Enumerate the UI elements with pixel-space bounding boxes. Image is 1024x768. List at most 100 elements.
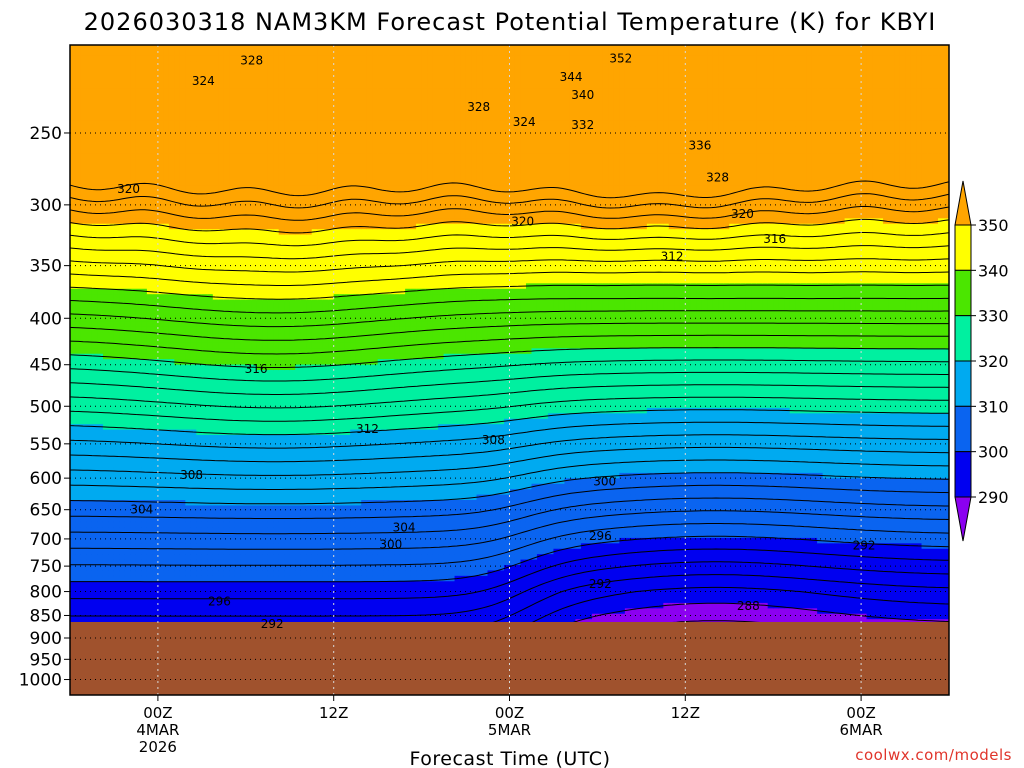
field-cell — [179, 196, 186, 203]
field-cell — [135, 153, 143, 160]
field-cell — [218, 424, 225, 431]
field-cell — [124, 218, 132, 225]
field-cell — [229, 261, 236, 268]
field-cell — [240, 478, 247, 485]
field-cell — [157, 321, 164, 328]
field-cell — [70, 445, 77, 452]
field-cell — [108, 99, 115, 106]
field-cell — [262, 142, 269, 149]
field-cell — [229, 142, 236, 149]
field-cell — [245, 50, 252, 57]
field-cell — [240, 142, 247, 149]
field-cell — [108, 440, 115, 447]
field-cell — [102, 500, 110, 507]
field-cell — [218, 543, 225, 550]
field-cell — [256, 348, 263, 355]
field-cell — [91, 175, 99, 182]
field-cell — [273, 527, 280, 534]
field-cell — [108, 500, 115, 507]
field-cell — [201, 359, 208, 366]
field-cell — [146, 299, 153, 306]
field-cell — [97, 500, 104, 507]
field-cell — [262, 66, 269, 73]
field-cell — [91, 505, 99, 512]
field-cell — [289, 472, 296, 479]
field-cell — [234, 299, 241, 306]
field-cell — [113, 418, 121, 425]
field-cell — [75, 66, 82, 73]
field-cell — [91, 212, 99, 219]
field-cell — [174, 413, 181, 420]
field-cell — [146, 115, 153, 122]
field-cell — [179, 212, 186, 219]
field-cell — [163, 169, 170, 176]
field-cell — [141, 516, 148, 523]
field-cell — [284, 158, 291, 165]
field-cell — [70, 272, 77, 279]
field-cell — [97, 413, 104, 420]
field-cell — [124, 115, 132, 122]
field-cell — [124, 570, 132, 577]
field-cell — [284, 575, 291, 582]
field-cell — [80, 77, 88, 84]
field-cell — [119, 489, 126, 496]
field-cell — [245, 294, 252, 301]
field-cell — [223, 456, 230, 463]
field-cell — [146, 353, 153, 360]
field-cell — [179, 386, 186, 393]
field-cell — [207, 559, 214, 566]
field-cell — [86, 142, 93, 149]
field-cell — [223, 234, 230, 241]
field-cell — [70, 570, 77, 577]
field-cell — [80, 602, 88, 609]
field-cell — [135, 212, 143, 219]
field-cell — [152, 240, 159, 247]
field-cell — [157, 532, 164, 539]
field-cell — [86, 407, 93, 414]
field-cell — [119, 272, 126, 279]
field-cell — [278, 321, 285, 328]
field-cell — [185, 207, 192, 214]
field-cell — [212, 66, 219, 73]
field-cell — [152, 321, 159, 328]
field-cell — [273, 261, 280, 268]
field-cell — [179, 164, 186, 171]
field-cell — [168, 234, 175, 241]
field-cell — [108, 608, 115, 615]
field-cell — [124, 142, 132, 149]
field-cell — [229, 61, 236, 68]
field-cell — [152, 375, 159, 382]
field-cell — [196, 592, 203, 599]
field-cell — [179, 234, 186, 241]
field-cell — [284, 380, 291, 387]
field-cell — [223, 158, 230, 165]
field-cell — [207, 380, 214, 387]
field-cell — [212, 55, 219, 62]
field-cell — [278, 196, 285, 203]
field-cell — [278, 370, 285, 377]
field-cell — [223, 510, 230, 517]
field-cell — [163, 521, 170, 528]
field-cell — [124, 55, 132, 62]
field-cell — [278, 592, 285, 599]
field-cell — [273, 353, 280, 360]
field-cell — [91, 77, 99, 84]
field-cell — [245, 597, 252, 604]
field-cell — [201, 164, 208, 171]
field-cell — [135, 342, 143, 349]
field-cell — [245, 359, 252, 366]
field-cell — [152, 164, 159, 171]
field-cell — [102, 321, 110, 328]
field-cell — [262, 483, 269, 490]
field-cell — [135, 613, 143, 620]
field-cell — [295, 99, 302, 106]
field-cell — [168, 310, 175, 317]
field-cell — [179, 575, 186, 582]
field-cell — [80, 207, 88, 214]
field-cell — [102, 456, 110, 463]
field-cell — [267, 169, 274, 176]
field-cell — [190, 110, 197, 117]
field-cell — [75, 375, 82, 382]
field-cell — [196, 386, 203, 393]
field-cell — [262, 565, 269, 572]
